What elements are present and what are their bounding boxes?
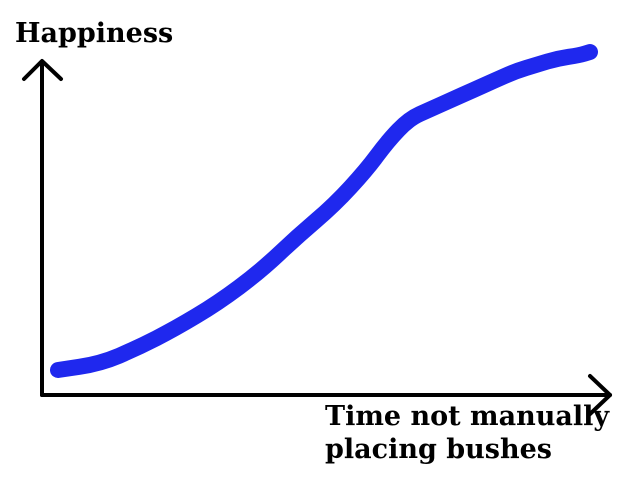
x-axis-label: Time not manually placing bushes (325, 401, 610, 465)
x-axis-arrowhead (588, 374, 612, 416)
y-axis-arrowhead (22, 59, 63, 81)
series-line-1 (50, 44, 598, 378)
y-axis-label: Happiness (15, 18, 174, 49)
series-layer (50, 44, 598, 378)
axes (22, 59, 612, 416)
